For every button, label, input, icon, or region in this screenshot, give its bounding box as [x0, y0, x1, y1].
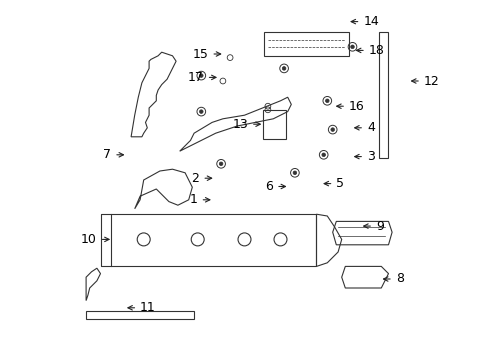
Text: 1: 1 — [189, 193, 209, 206]
Text: 16: 16 — [336, 100, 364, 113]
Text: 13: 13 — [232, 118, 260, 131]
Bar — [264, 32, 348, 56]
Text: 17: 17 — [187, 71, 216, 84]
Bar — [86, 311, 194, 319]
Circle shape — [219, 162, 223, 166]
Circle shape — [350, 45, 354, 49]
Bar — [379, 32, 387, 158]
Text: 18: 18 — [356, 44, 384, 57]
Circle shape — [292, 171, 296, 175]
Text: 4: 4 — [354, 121, 374, 134]
Text: 7: 7 — [103, 148, 123, 161]
Text: 12: 12 — [411, 75, 439, 87]
Text: 6: 6 — [265, 180, 285, 193]
Text: 5: 5 — [324, 177, 344, 190]
Text: 2: 2 — [191, 172, 211, 185]
Circle shape — [282, 67, 285, 70]
Circle shape — [330, 128, 334, 131]
Text: 8: 8 — [383, 273, 403, 285]
Bar — [111, 214, 316, 266]
Circle shape — [199, 74, 203, 77]
Circle shape — [199, 110, 203, 113]
Text: 11: 11 — [128, 301, 156, 314]
Text: 9: 9 — [363, 220, 383, 233]
Text: 3: 3 — [354, 150, 374, 163]
Text: 15: 15 — [192, 48, 220, 60]
Text: 10: 10 — [81, 233, 109, 246]
Circle shape — [321, 153, 325, 157]
Text: 14: 14 — [350, 15, 378, 28]
Circle shape — [325, 99, 328, 103]
